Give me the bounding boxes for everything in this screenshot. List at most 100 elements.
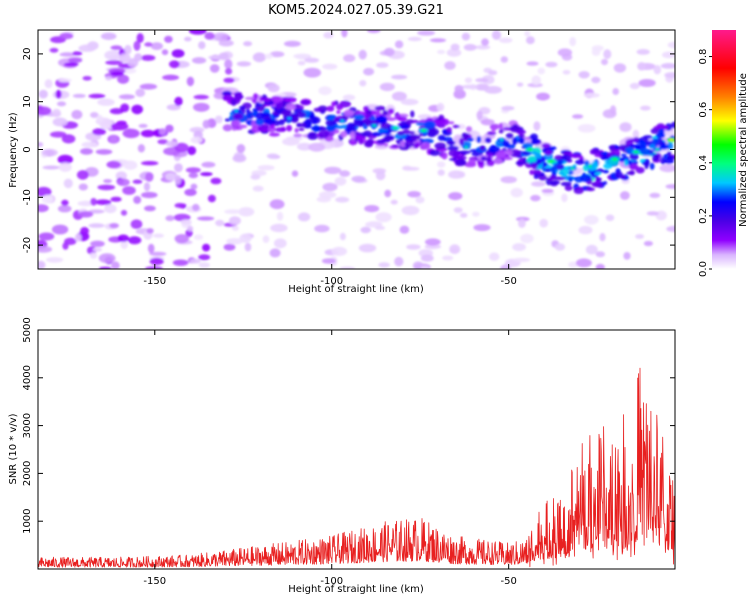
heatmap-cell (255, 118, 264, 126)
heatmap-cell (189, 258, 201, 264)
heatmap-cell (130, 219, 143, 229)
heatmap-cell (111, 122, 129, 131)
heatmap-cell (664, 158, 674, 165)
heatmap-cell (59, 52, 76, 57)
heatmap-cell (358, 49, 367, 60)
heatmap-cell (643, 240, 654, 247)
heatmap-cell (452, 124, 460, 129)
heatmap-cell (499, 122, 503, 130)
heatmap-cell (145, 266, 163, 269)
heatmap-cell (437, 134, 446, 141)
y-tick-label: 5000 (22, 317, 33, 342)
heatmap-cell (198, 254, 211, 261)
heatmap-cell (213, 32, 229, 42)
x-tick-label: -50 (501, 276, 517, 287)
heatmap-cell (629, 152, 639, 161)
y-tick-label: -10 (22, 189, 33, 205)
y-tick-label: 3000 (22, 413, 33, 438)
heatmap-cell (318, 191, 337, 199)
heatmap-cell (57, 205, 72, 213)
heatmap-cell (38, 246, 53, 253)
heatmap-cell (420, 265, 430, 269)
heatmap-cell (621, 178, 630, 184)
heatmap-cell (575, 258, 592, 268)
heatmap-cell (527, 148, 532, 151)
heatmap-cell (379, 82, 395, 92)
heatmap-cell (125, 128, 133, 138)
heatmap-cell (222, 90, 232, 96)
heatmap-cell (557, 48, 573, 57)
heatmap-cell (296, 111, 306, 118)
heatmap-cell (374, 105, 386, 111)
heatmap-cell (378, 262, 390, 268)
snr-frame (37, 329, 676, 570)
heatmap-cell (204, 32, 215, 40)
heatmap-cell (120, 209, 128, 216)
heatmap-cell (226, 238, 244, 245)
heatmap-cell (651, 138, 659, 145)
heatmap-cell (549, 160, 554, 163)
heatmap-cell (509, 149, 521, 158)
heatmap-cell (545, 168, 550, 172)
heatmap-cell (629, 82, 640, 90)
heatmap-cell (417, 30, 436, 36)
heatmap-cell (110, 196, 122, 202)
heatmap-cell (135, 88, 146, 98)
heatmap-cell (62, 242, 69, 250)
heatmap-cell (605, 214, 615, 222)
heatmap-cell (202, 119, 210, 129)
heatmap-cell (650, 128, 659, 134)
heatmap-cell (218, 52, 229, 61)
heatmap-cell (375, 115, 388, 123)
heatmap-cell (313, 107, 323, 113)
heatmap-cell (349, 131, 356, 139)
heatmap-cell (505, 133, 514, 139)
heatmap-cell (165, 215, 175, 222)
heatmap-cell (449, 244, 461, 255)
heatmap-cell (499, 138, 504, 142)
heatmap-cell (401, 205, 420, 216)
heatmap-cell (602, 169, 609, 174)
heatmap-cell (38, 260, 46, 269)
heatmap-cell (661, 51, 675, 59)
heatmap-cell (232, 113, 244, 120)
heatmap-cell (262, 235, 270, 243)
heatmap-cell (364, 205, 380, 213)
heatmap-cell (568, 177, 573, 183)
heatmap-cell (372, 124, 377, 127)
heatmap-cell (174, 175, 182, 185)
heatmap-cell (479, 146, 486, 151)
heatmap-cell (88, 93, 106, 99)
heatmap-cell (325, 119, 335, 127)
heatmap-cell (572, 114, 584, 119)
heatmap-cell (643, 135, 653, 140)
heatmap-cell (222, 94, 234, 101)
heatmap-cell (303, 67, 322, 78)
heatmap-cell (294, 127, 299, 133)
heatmap-cell (534, 153, 541, 159)
heatmap-cell (140, 54, 156, 61)
heatmap-cell (80, 148, 93, 155)
heatmap-cell (510, 187, 523, 198)
heatmap-cell (568, 261, 579, 268)
heatmap-cell (561, 193, 568, 203)
heatmap-cell (250, 174, 261, 180)
snr-y-axis-label: SNR (10 * v/v) (8, 413, 19, 484)
heatmap-cell (323, 32, 334, 39)
heatmap-cell (476, 136, 482, 143)
heatmap-cell (228, 216, 241, 226)
colorbar-ticks: 0.0 0.2 0.4 0.6 0.8 (698, 49, 712, 277)
heatmap-cell (391, 91, 407, 102)
heatmap-cell (105, 76, 112, 81)
heatmap-cell (343, 54, 356, 63)
heatmap-cell (524, 31, 531, 37)
heatmap-cell (602, 109, 617, 119)
heatmap-cell (331, 101, 336, 107)
heatmap-cell (68, 57, 83, 63)
heatmap-cell (251, 112, 258, 116)
heatmap-cell (464, 145, 469, 149)
heatmap-cell (412, 261, 424, 269)
heatmap-cell (563, 150, 570, 156)
heatmap-cell (402, 166, 420, 171)
